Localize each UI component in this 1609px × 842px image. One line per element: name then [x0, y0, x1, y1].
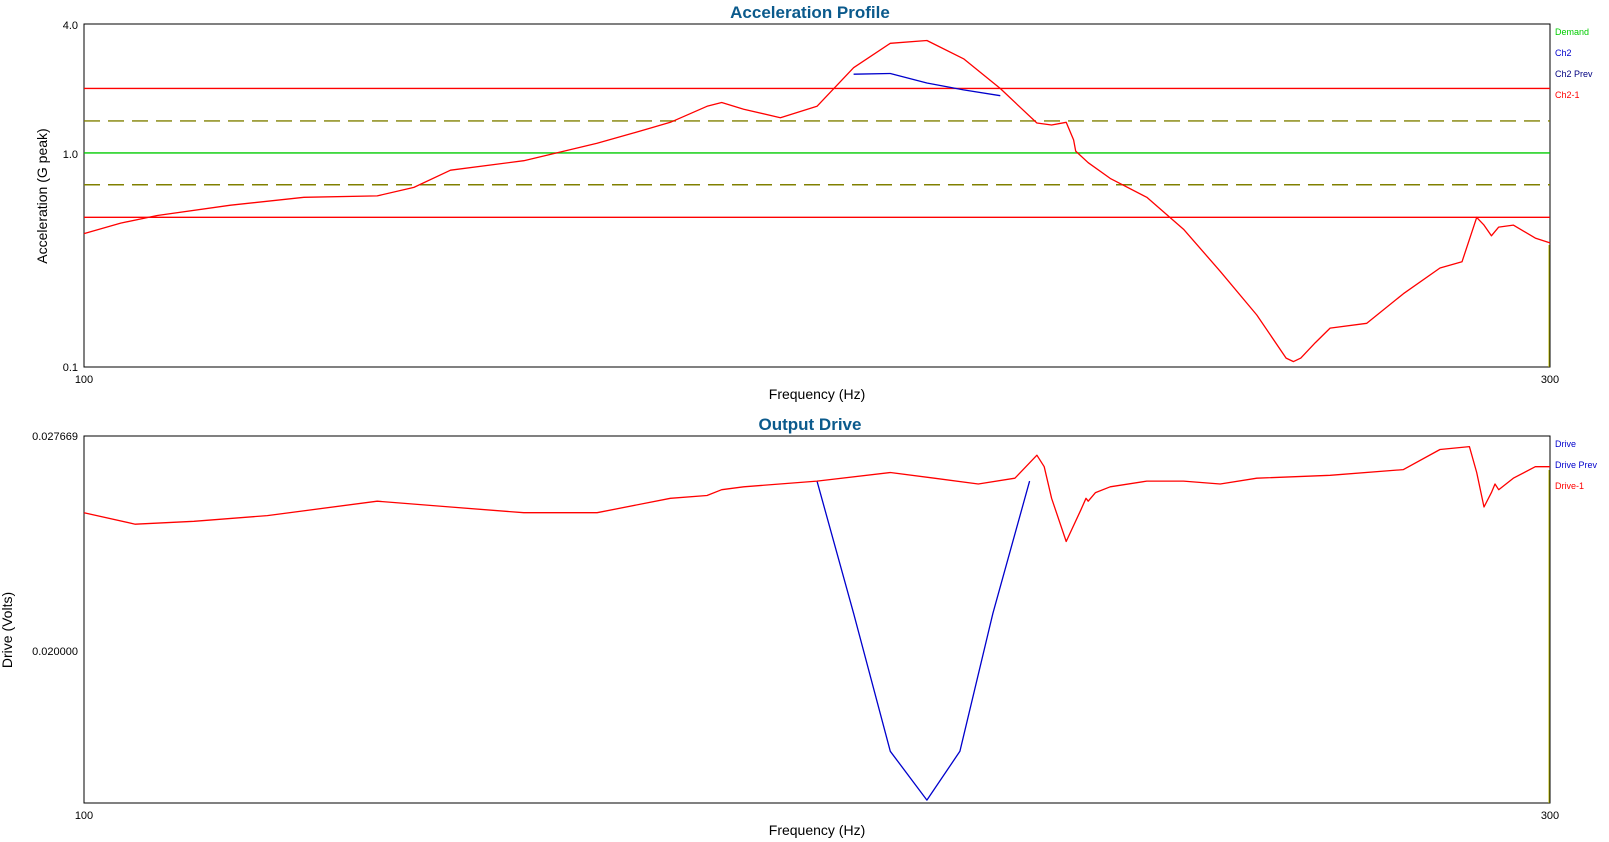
acceleration-ytick-bottom: 0.1: [63, 362, 78, 374]
acceleration-xlabel: Frequency (Hz): [769, 386, 865, 402]
acceleration-ylabel: Acceleration (G peak): [34, 128, 50, 263]
legend-entry-ch2: Ch2: [1555, 48, 1572, 58]
drive-title: Output Drive: [759, 415, 862, 434]
acceleration-ytick-top: 4.0: [63, 20, 78, 32]
series-line-drive-1: [83, 445, 1550, 543]
drive-xtick-right: 300: [1541, 810, 1559, 822]
drive-ylabel: Drive (Volts): [0, 592, 15, 668]
drive-ytick-mid: 0.020000: [32, 646, 78, 658]
series-line-drive: [816, 480, 1031, 801]
legend-entry-ch2-1: Ch2-1: [1555, 90, 1580, 100]
legend-entry-demand: Demand: [1555, 27, 1589, 37]
acceleration-xtick-left: 100: [75, 374, 93, 386]
drive-ytick-top: 0.027669: [32, 431, 78, 443]
legend-entry-ch2-prev: Ch2 Prev: [1555, 69, 1593, 79]
acceleration-reference-lines: [84, 87, 1550, 219]
acceleration-panel: Acceleration Profile 4.0 1.0 0.1 100 300…: [34, 3, 1593, 402]
acceleration-plot-frame: [83, 23, 1551, 368]
series-line-ch2-1: [83, 39, 1551, 363]
drive-panel: Output Drive 0.027669 0.020000 100 300 F…: [0, 415, 1598, 838]
legend-entry-drive: Drive: [1555, 439, 1576, 449]
drive-series: [83, 445, 1550, 801]
drive-xlabel: Frequency (Hz): [769, 822, 865, 838]
acceleration-xtick-right: 300: [1541, 374, 1559, 386]
acceleration-title: Acceleration Profile: [730, 3, 890, 22]
acceleration-series: [83, 39, 1551, 363]
drive-xtick-left: 100: [75, 810, 93, 822]
acceleration-legend: Demand Ch2 Ch2 Prev Ch2-1: [1555, 27, 1593, 100]
acceleration-ytick-mid: 1.0: [63, 149, 78, 161]
drive-legend: Drive Drive Prev Drive-1: [1555, 439, 1598, 491]
legend-entry-drive-prev: Drive Prev: [1555, 460, 1598, 470]
series-line-ch2: [853, 72, 1001, 97]
drive-plot-frame: [83, 435, 1551, 804]
legend-entry-drive-1: Drive-1: [1555, 481, 1584, 491]
